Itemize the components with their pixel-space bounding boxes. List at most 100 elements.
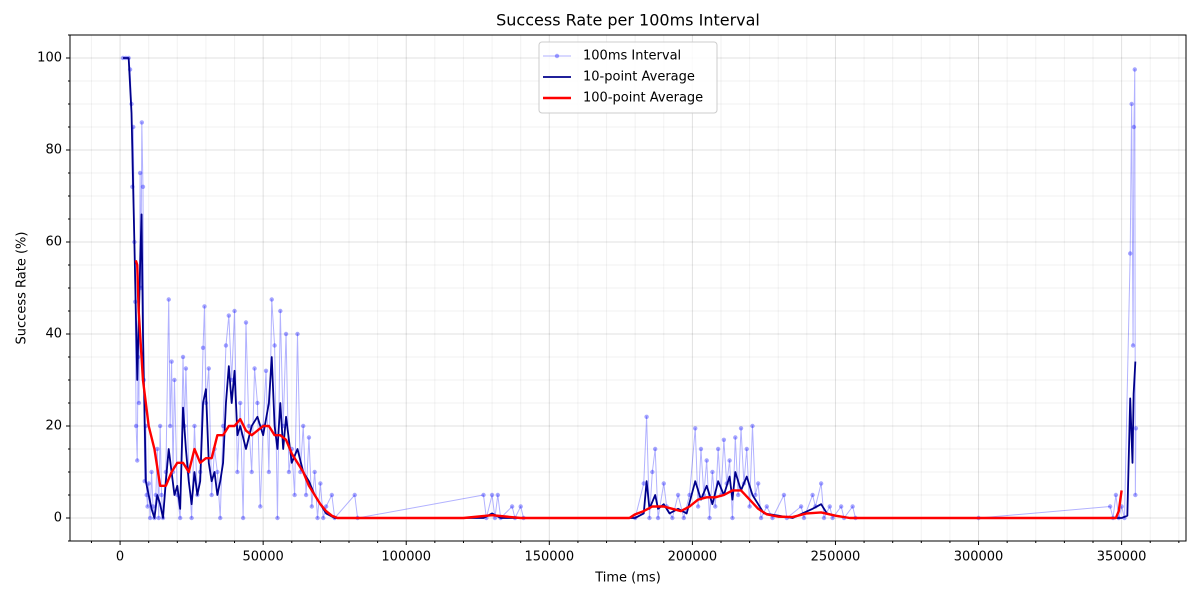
legend: 100ms Interval 10-point Average 100-point …	[538, 41, 718, 114]
data-point	[278, 308, 283, 314]
data-point	[727, 458, 732, 463]
data-point	[489, 492, 495, 498]
data-point	[801, 515, 807, 521]
data-point	[309, 504, 314, 509]
data-point	[838, 504, 844, 509]
data-point	[644, 414, 649, 419]
data-point	[258, 504, 263, 509]
data-point	[172, 377, 177, 383]
data-point	[246, 423, 252, 429]
data-point	[166, 297, 171, 302]
data-point	[255, 400, 260, 406]
x-tick-label: 200000	[668, 550, 718, 565]
data-point	[698, 446, 704, 452]
data-point	[235, 469, 240, 475]
data-point	[715, 446, 721, 452]
data-point	[226, 313, 232, 318]
data-point	[810, 492, 815, 498]
data-point	[120, 55, 126, 61]
data-point	[318, 481, 323, 486]
data-point	[202, 304, 207, 309]
data-point	[1128, 251, 1133, 256]
data-point	[641, 481, 646, 486]
data-point	[167, 423, 173, 429]
data-point	[827, 504, 832, 509]
data-point	[249, 469, 254, 475]
data-point	[177, 515, 183, 521]
data-point	[730, 515, 735, 521]
data-point	[1107, 504, 1113, 509]
data-point	[147, 515, 153, 521]
data-point	[315, 515, 320, 521]
data-point	[272, 343, 277, 348]
data-point	[721, 437, 727, 442]
data-point	[753, 492, 758, 498]
data-point	[675, 492, 681, 498]
legend-marker	[554, 53, 560, 59]
data-point	[266, 469, 272, 475]
data-point	[189, 515, 194, 521]
data-point	[146, 481, 151, 486]
data-point	[135, 458, 140, 463]
axes: 0 50000 100000 150000 200000 250000 300000 3500…	[37, 34, 1180, 565]
x-tick-label: 300000	[954, 550, 1004, 565]
data-point	[747, 504, 752, 509]
data-point	[139, 120, 145, 125]
x-tick-label: 100000	[381, 550, 431, 565]
data-point	[818, 481, 824, 486]
data-point	[1133, 426, 1139, 431]
data-point	[1129, 101, 1134, 107]
data-point	[292, 492, 297, 498]
data-point	[1133, 492, 1138, 498]
data-point	[252, 366, 257, 371]
data-point	[707, 515, 712, 521]
data-point	[655, 515, 661, 521]
data-point	[670, 515, 675, 521]
data-point	[269, 297, 274, 302]
data-point	[352, 492, 357, 498]
y-axis-label: Success Rate (%)	[15, 232, 30, 345]
data-point	[652, 446, 658, 452]
data-point	[733, 435, 738, 440]
data-point	[647, 515, 652, 521]
data-point	[738, 426, 744, 431]
data-point	[215, 469, 220, 475]
legend-label: 100-point Average	[583, 91, 703, 106]
data-point	[329, 492, 335, 498]
data-point	[764, 504, 769, 509]
series-line	[122, 57, 1137, 519]
data-point	[301, 423, 306, 429]
data-point	[232, 308, 237, 314]
x-tick-label: 150000	[524, 550, 574, 565]
data-point	[492, 515, 498, 521]
data-point	[850, 504, 855, 509]
data-point	[681, 515, 686, 521]
data-point	[159, 492, 164, 498]
data-point	[206, 366, 211, 371]
data-point	[650, 469, 655, 475]
data-point	[693, 426, 698, 431]
data-point	[157, 423, 163, 429]
data-point	[136, 400, 142, 406]
data-point	[183, 366, 189, 371]
series-line	[134, 260, 1123, 520]
x-axis-label: Time (ms)	[594, 571, 661, 586]
data-point	[756, 481, 761, 486]
data-point	[735, 492, 741, 498]
data-point	[1131, 124, 1137, 130]
data-point	[321, 515, 326, 521]
y-tick-label: 0	[54, 511, 62, 526]
data-point	[518, 504, 523, 509]
data-point	[295, 331, 300, 337]
data-point	[275, 515, 280, 521]
data-point	[200, 345, 206, 350]
y-tick-label: 60	[45, 235, 62, 250]
grid	[70, 34, 1186, 542]
data-point	[169, 359, 174, 364]
x-tick-label: 350000	[1097, 550, 1147, 565]
x-tick-label: 250000	[811, 550, 861, 565]
data-point	[209, 492, 214, 498]
series-line	[122, 57, 1137, 519]
data-point	[283, 331, 289, 337]
data-point	[223, 343, 229, 348]
